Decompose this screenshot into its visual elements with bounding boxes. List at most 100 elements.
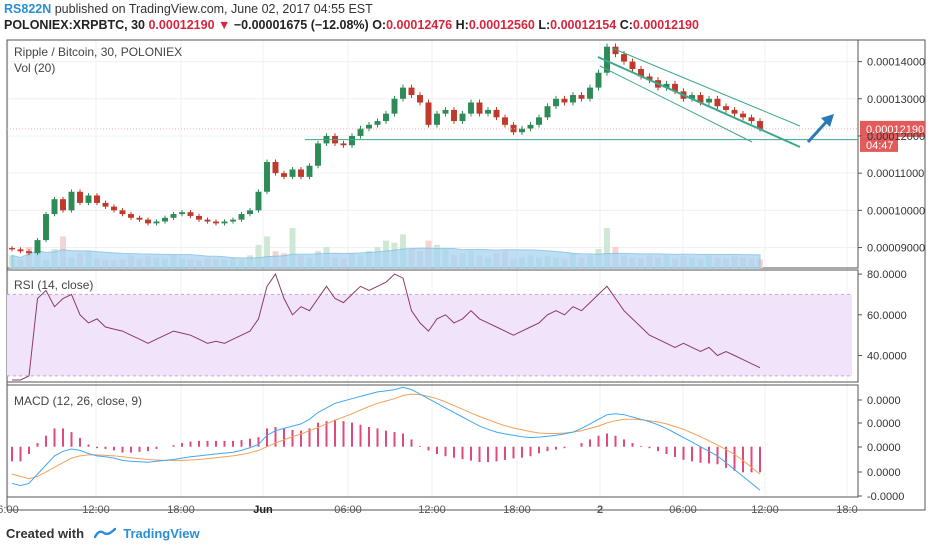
candle-body: [723, 106, 729, 110]
x-tick-label: 6:00: [0, 504, 19, 516]
candle-body: [748, 117, 755, 122]
candle-body: [179, 212, 185, 215]
candle-body: [476, 102, 483, 114]
rsi-y-tick-label: 80.0000: [867, 269, 907, 281]
candle-body: [306, 165, 313, 177]
candle-body: [153, 221, 160, 224]
price-y-tick-label: 0.00012000: [867, 131, 925, 143]
forecast-arrow-head: [821, 114, 834, 127]
candle-body: [85, 195, 92, 203]
candle-body: [196, 215, 202, 220]
candle-body: [459, 113, 466, 122]
candle-body: [26, 251, 32, 254]
countdown-tag: [860, 136, 898, 152]
symbol-name: POLONIEX:XRPBTC, 30: [4, 18, 145, 32]
candle-body: [740, 113, 746, 118]
candle-body: [298, 169, 304, 177]
candle-body: [221, 221, 228, 224]
candle-body: [689, 95, 695, 99]
last-price: 0.00012190: [148, 18, 215, 32]
rsi-band: [7, 294, 852, 376]
symbol-line: POLONIEX:XRPBTC, 30 0.00012190 ▼ −0.0000…: [4, 18, 699, 32]
candle-body: [451, 109, 457, 122]
candle-body: [757, 121, 763, 129]
footer: Created with TradingView: [6, 526, 200, 541]
candle-body: [425, 102, 432, 125]
tradingview-logo-icon: [88, 526, 120, 541]
macd-y-tick-label: -0.0000: [867, 491, 904, 503]
candle-body: [527, 124, 534, 129]
candle-body: [578, 95, 585, 99]
price-y-tick-label: 0.00009000: [867, 243, 925, 255]
low-label: L:: [538, 18, 551, 32]
candle-body: [111, 206, 117, 211]
candle-body: [493, 109, 500, 118]
price-pane-title: Ripple / Bitcoin, 30, POLONIEX: [14, 45, 182, 59]
rsi-pane[interactable]: [7, 273, 852, 381]
candle-body: [519, 128, 525, 133]
candle-body: [706, 98, 712, 103]
author-name[interactable]: RS822N: [4, 2, 52, 16]
candle-body: [731, 109, 738, 114]
x-tick-label: 2: [597, 504, 603, 516]
macd-pane[interactable]: [11, 386, 761, 491]
price-pane[interactable]: 0.00012190 04:47: [7, 43, 925, 269]
candle-body: [187, 212, 194, 216]
chart-border: [6, 39, 926, 511]
x-tick-label: 18:00: [167, 504, 195, 516]
forecast-arrow-shaft: [806, 118, 830, 144]
candle-body: [595, 72, 602, 88]
x-tick-label: 18:0: [836, 504, 857, 516]
candle-body: [204, 219, 211, 222]
x-tick-label: 12:00: [751, 504, 779, 516]
price-y-tick-label: 0.00013000: [867, 94, 925, 106]
candle-body: [366, 124, 372, 129]
candle-body: [570, 95, 576, 103]
candle-body: [544, 106, 551, 118]
candle-body: [697, 95, 704, 103]
macd-y-tick-label: 0.0000: [867, 467, 901, 479]
candle-body: [374, 121, 381, 125]
volume-bar: [255, 244, 262, 268]
x-tick-label: 18:00: [503, 504, 531, 516]
channel-upper-line: [611, 47, 801, 127]
candle-body: [77, 191, 83, 203]
candle-body: [281, 173, 287, 177]
candle-body: [60, 199, 66, 211]
macd-pane-title: MACD (12, 26, close, 9): [14, 394, 142, 408]
candle-body: [714, 98, 721, 107]
candle-body: [9, 248, 15, 250]
candle-body: [51, 199, 58, 215]
candle-body: [247, 210, 253, 215]
candle-body: [553, 98, 559, 107]
candle-body: [349, 135, 355, 146]
candle-body: [587, 87, 593, 99]
candle-body: [391, 98, 398, 114]
candle-body: [128, 214, 134, 218]
candle-body: [502, 117, 508, 125]
macd-y-tick-label: 0.0000: [867, 418, 901, 430]
channel-mid-line: [599, 65, 753, 143]
candle-body: [672, 83, 678, 92]
candle-body: [561, 98, 568, 103]
low-value: 0.00012154: [550, 18, 617, 32]
candle-body: [119, 210, 126, 215]
tradingview-brand[interactable]: TradingView: [123, 526, 200, 541]
candle-body: [230, 219, 236, 222]
x-tick-label: Jun: [253, 504, 273, 516]
close-value: 0.00012190: [632, 18, 699, 32]
candle-body: [315, 143, 321, 166]
candle-body: [170, 214, 177, 218]
rsi-y-tick-label: 60.0000: [867, 310, 907, 322]
candle-body: [510, 124, 517, 133]
candle-body: [136, 217, 143, 220]
last-price-tag-label: 0.00012190: [866, 124, 924, 136]
candle-body: [255, 191, 262, 211]
price-y-tick-label: 0.00010000: [867, 205, 925, 217]
candle-body: [468, 102, 474, 114]
down-arrow-icon: ▼: [218, 18, 231, 32]
candle-body: [536, 117, 542, 125]
rsi-line: [12, 273, 761, 381]
candle-body: [340, 143, 347, 146]
